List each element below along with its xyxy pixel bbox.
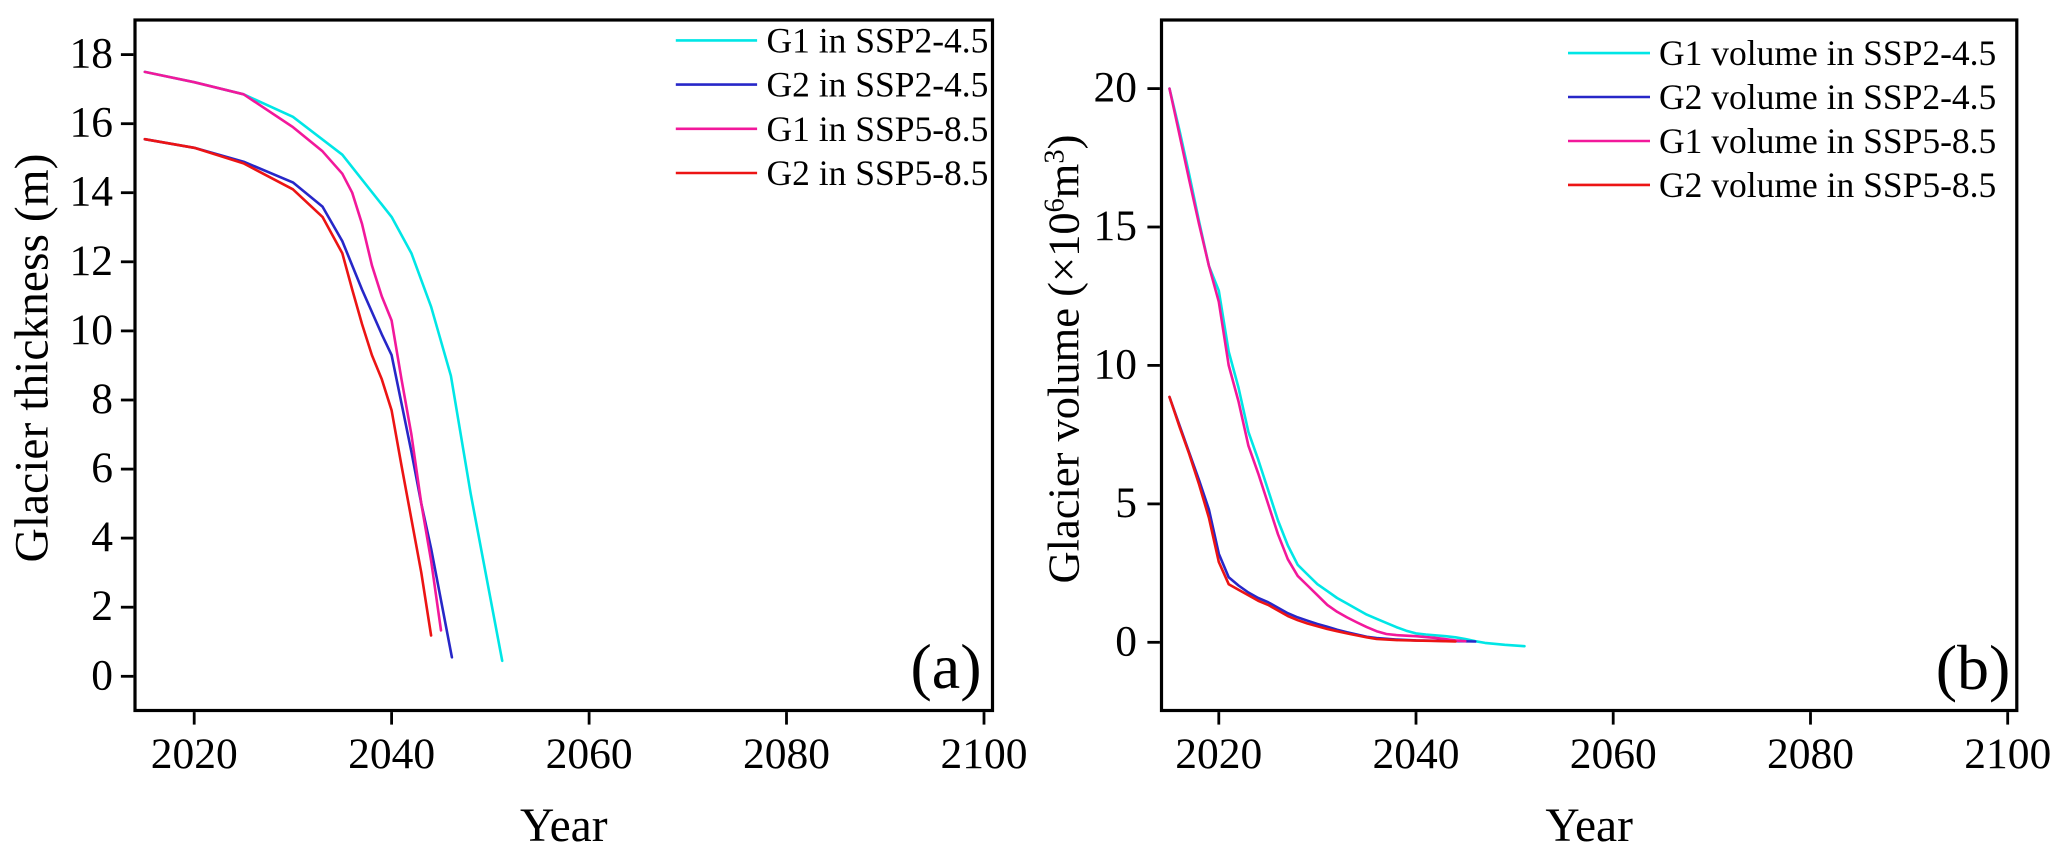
svg-text:2100: 2100	[941, 730, 1028, 778]
svg-text:G2 volume in SSP2-4.5: G2 volume in SSP2-4.5	[1659, 77, 1996, 117]
svg-text:16: 16	[70, 99, 114, 147]
svg-text:6: 6	[91, 444, 113, 492]
svg-text:Year: Year	[1545, 800, 1633, 852]
svg-text:G2 in SSP2-4.5: G2 in SSP2-4.5	[767, 65, 989, 105]
svg-text:2: 2	[91, 582, 113, 630]
svg-text:G1 volume in SSP5-8.5: G1 volume in SSP5-8.5	[1659, 121, 1996, 161]
svg-text:18: 18	[70, 30, 114, 78]
svg-text:10: 10	[70, 306, 114, 354]
svg-text:20: 20	[1094, 64, 1138, 112]
svg-text:10: 10	[1094, 340, 1138, 388]
svg-text:(a): (a)	[910, 631, 981, 702]
svg-text:14: 14	[70, 168, 114, 216]
svg-text:15: 15	[1094, 202, 1138, 250]
svg-text:4: 4	[91, 513, 113, 561]
svg-text:G1 in SSP2-4.5: G1 in SSP2-4.5	[767, 21, 989, 61]
svg-text:12: 12	[70, 237, 114, 285]
svg-text:Year: Year	[520, 800, 608, 852]
svg-text:2040: 2040	[348, 730, 435, 778]
svg-text:2080: 2080	[1767, 730, 1854, 778]
svg-text:2020: 2020	[151, 730, 238, 778]
svg-text:2020: 2020	[1175, 730, 1262, 778]
svg-text:2040: 2040	[1373, 730, 1460, 778]
svg-text:G1 volume in SSP2-4.5: G1 volume in SSP2-4.5	[1659, 33, 1996, 73]
svg-text:0: 0	[91, 651, 113, 699]
svg-text:2060: 2060	[1570, 730, 1657, 778]
svg-text:5: 5	[1115, 479, 1137, 527]
svg-text:Glacier thickness (m): Glacier thickness (m)	[7, 154, 59, 563]
svg-text:2060: 2060	[546, 730, 633, 778]
svg-text:2080: 2080	[743, 730, 830, 778]
svg-text:G2 in SSP5-8.5: G2 in SSP5-8.5	[767, 153, 989, 193]
svg-text:(b): (b)	[1936, 632, 2011, 703]
svg-text:8: 8	[91, 375, 113, 423]
svg-text:2100: 2100	[1964, 730, 2051, 778]
svg-text:G2 volume in SSP5-8.5: G2 volume in SSP5-8.5	[1659, 165, 1996, 205]
svg-text:G1 in SSP5-8.5: G1 in SSP5-8.5	[767, 109, 989, 149]
svg-text:0: 0	[1115, 617, 1137, 665]
